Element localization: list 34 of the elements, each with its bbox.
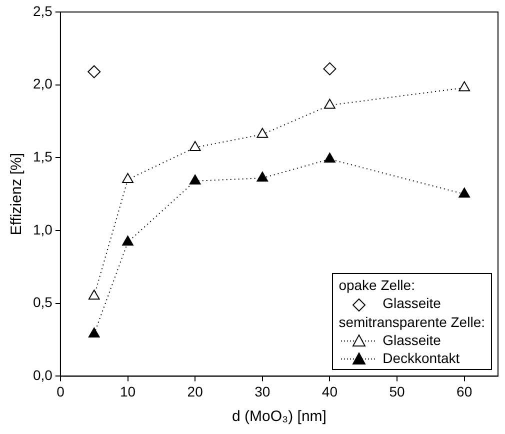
point <box>189 140 201 151</box>
point <box>324 98 336 109</box>
legend-label: Deckkontakt <box>382 350 460 366</box>
y-tick-label: 1,5 <box>32 148 53 165</box>
y-tick-label: 0,5 <box>32 294 53 310</box>
point <box>122 173 134 184</box>
annotation: opake Zelle: <box>338 276 416 294</box>
y-tick-label: 2,5 <box>32 2 53 19</box>
x-axis-title: d (MoO₃) [nm] <box>232 408 326 426</box>
x-tick-label: 30 <box>254 383 270 400</box>
point <box>88 327 100 338</box>
y-axis-title: Effizienz [%] <box>8 152 26 236</box>
point <box>122 236 134 246</box>
point <box>323 62 336 76</box>
point <box>256 128 268 138</box>
legend-label: Glasseite <box>382 332 441 348</box>
x-tick-label: 40 <box>322 383 338 400</box>
legend-label: Glasseite <box>382 295 441 312</box>
y-tick-label: 2,0 <box>32 76 53 92</box>
point <box>458 81 470 92</box>
x-tick-label: 60 <box>456 383 472 400</box>
x-tick-label: 10 <box>120 383 136 400</box>
point <box>458 188 470 198</box>
point <box>88 65 101 78</box>
point <box>88 290 100 300</box>
x-tick-label: 20 <box>187 383 204 400</box>
x-tick-label: 0 <box>56 383 65 400</box>
annotation: semitransparente Zelle: <box>338 312 485 331</box>
point <box>324 152 336 163</box>
point <box>256 172 268 182</box>
y-tick-label: 0,0 <box>32 367 53 384</box>
y-tick-label: 1,0 <box>32 221 53 238</box>
point <box>189 174 201 184</box>
x-tick-label: 50 <box>389 383 406 400</box>
